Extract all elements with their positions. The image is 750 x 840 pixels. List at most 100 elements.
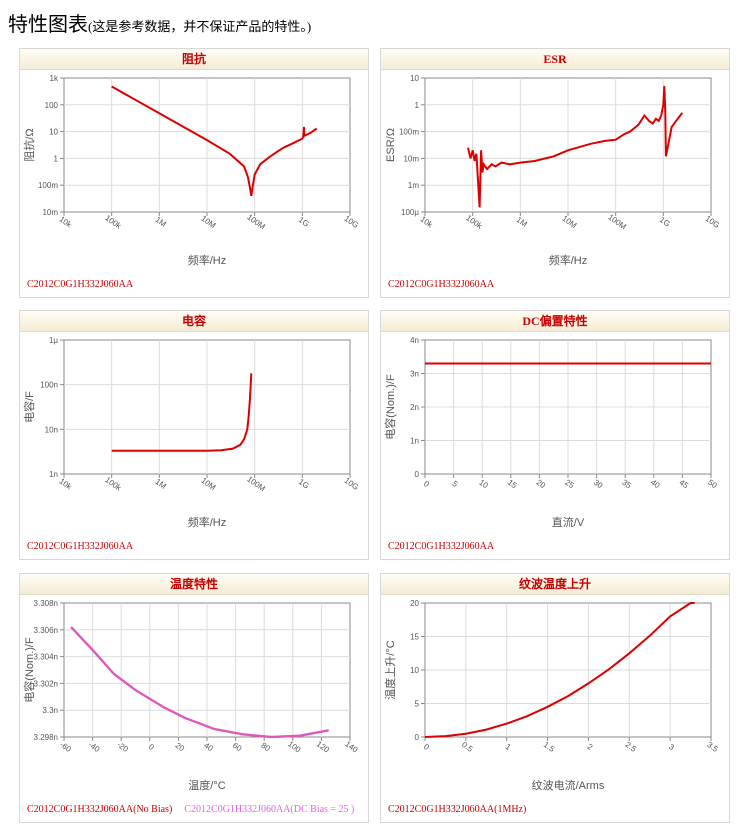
- series-line: [111, 85, 318, 197]
- panel-header: 阻抗: [20, 49, 368, 70]
- y-axis-label: 阻抗/Ω: [22, 128, 36, 161]
- x-axis-label: 直流/V: [552, 515, 585, 529]
- y-tick-label: 10n: [45, 425, 58, 434]
- x-tick-label: 35: [620, 478, 633, 491]
- page-title-text: 特性图表: [8, 14, 88, 36]
- panel-header: ESR: [381, 49, 729, 70]
- x-tick-label: 20: [174, 741, 187, 754]
- x-tick-label: 2: [585, 742, 594, 752]
- x-tick-label: 0: [422, 479, 431, 489]
- y-axis-label: 电容(Nom.)/F: [383, 374, 397, 440]
- x-tick-label: 45: [678, 478, 691, 491]
- x-tick-label: 1G: [297, 477, 311, 490]
- y-tick-label: 10m: [42, 208, 58, 217]
- series-line: [70, 626, 329, 739]
- x-tick-label: -20: [115, 740, 130, 754]
- x-tick-label: 20: [535, 478, 548, 491]
- y-tick-label: 10m: [403, 154, 419, 163]
- series-line: [111, 373, 253, 452]
- x-tick-label: 80: [259, 741, 272, 754]
- x-tick-label: 10k: [419, 215, 436, 230]
- series-group: [111, 85, 318, 197]
- caption-part-number: C2012C0G1H332J060AA(1MHz): [388, 804, 527, 815]
- caption-part-number: C2012C0G1H332J060AA: [388, 279, 495, 290]
- x-tick-label: 10M: [199, 476, 217, 492]
- caption-part-number: C2012C0G1H332J060AA: [388, 541, 495, 552]
- page-title: 特性图表(这是参考数据，并不保证产品的特性。): [8, 8, 311, 37]
- y-tick-label: 100m: [38, 181, 58, 190]
- panel-header: DC偏置特性: [381, 311, 729, 332]
- series-group: [70, 626, 329, 739]
- panel-caption: C2012C0G1H332J060AA: [388, 279, 494, 290]
- y-axis-label: 电容(Nom.)/F: [22, 637, 36, 703]
- y-tick-label: 100m: [399, 128, 419, 137]
- panel-capacitance: 电容 10k 100k 1M 10M 100M 1G 10G 1n 10n 100n 1μ 频率/Hz…: [19, 310, 369, 560]
- x-tick-label: 25: [563, 478, 576, 491]
- x-tick-label: 40: [202, 741, 215, 754]
- x-tick-label: 100k: [103, 213, 123, 231]
- capacitance-chart: 10k 100k 1M 10M 100M 1G 10G 1n 10n 100n 1μ 频率/Hz 电容/…: [22, 336, 360, 529]
- y-tick-label: 3.302n: [34, 679, 58, 688]
- x-axis-label: 纹波电流/Arms: [532, 778, 605, 792]
- esr-chart: 10k 100k 1M 10M 100M 1G 10G 100μ 1m 10m 100m 1 10 频率/…: [385, 74, 722, 267]
- y-tick-label: 3.298n: [34, 733, 58, 742]
- series-group: [467, 86, 684, 208]
- y-tick-label: 3.308n: [34, 599, 58, 608]
- y-tick-label: 1k: [50, 74, 59, 83]
- y-tick-label: 10: [410, 74, 419, 83]
- panel-esr: ESR 10k 100k 1M 10M 100M 1G 10G 100μ 1m 10m 100m 1 1…: [380, 48, 730, 298]
- x-tick-label: 10G: [704, 214, 722, 230]
- y-tick-label: 100μ: [401, 208, 419, 217]
- series-line: [424, 602, 695, 738]
- caption-part-number: C2012C0G1H332J060AA: [27, 541, 134, 552]
- x-tick-label: 10k: [58, 215, 75, 230]
- x-tick-label: 100M: [245, 475, 267, 494]
- x-tick-label: 30: [592, 478, 605, 491]
- panel-dc-bias: DC偏置特性 0 5 10 15 20 25 30 35 40 45 50 0 1n 2n 3n 4n 直流/V…: [380, 310, 730, 560]
- x-tick-label: 100k: [103, 475, 123, 493]
- panel-temperature: 温度特性 -60 -40 -20 0 20 40 60 80 100 120 140 3.298n 3.…: [19, 573, 369, 823]
- y-tick-label: 100n: [40, 381, 58, 390]
- y-tick-label: 0: [415, 470, 420, 479]
- y-tick-label: 10: [410, 666, 419, 675]
- x-tick-label: 0: [147, 742, 156, 752]
- impedance-chart: 10k 100k 1M 10M 100M 1G 10G 10m 100m 1 10 100 1k 频率/H…: [22, 74, 360, 267]
- x-tick-label: 100: [286, 739, 303, 754]
- y-tick-label: 0: [415, 733, 420, 742]
- x-tick-label: 10k: [58, 477, 75, 492]
- y-tick-label: 3.304n: [34, 653, 58, 662]
- x-axis-label: 温度/°C: [188, 778, 225, 792]
- y-tick-label: 100: [45, 101, 59, 110]
- y-tick-label: 3n: [410, 370, 419, 379]
- series-group: [111, 373, 253, 452]
- y-axis-label: 电容/F: [22, 391, 36, 423]
- y-tick-label: 15: [410, 633, 419, 642]
- y-tick-label: 1μ: [49, 336, 58, 345]
- x-tick-label: 100k: [464, 213, 484, 231]
- page-title-note: (这是参考数据，并不保证产品的特性。): [88, 19, 312, 34]
- panel-header: 纹波温度上升: [381, 574, 729, 595]
- x-tick-label: 120: [315, 739, 332, 754]
- x-tick-label: 1M: [154, 215, 169, 229]
- y-tick-label: 1: [54, 154, 59, 163]
- dc-bias-chart: 0 5 10 15 20 25 30 35 40 45 50 0 1n 2n 3n 4n 直流/V 电容(Nom.…: [383, 336, 719, 529]
- panel-caption: C2012C0G1H332J060AA: [27, 541, 133, 552]
- x-tick-label: 10M: [560, 214, 578, 230]
- x-tick-label: 5: [451, 479, 460, 489]
- caption-part-number: C2012C0G1H332J060AA: [27, 279, 134, 290]
- x-axis-label: 频率/Hz: [188, 253, 227, 267]
- series-group: [424, 602, 695, 738]
- x-tick-label: 3.5: [705, 740, 720, 754]
- x-axis-label: 频率/Hz: [188, 515, 227, 529]
- y-axis-label: ESR/Ω: [385, 128, 397, 162]
- x-tick-label: 1.5: [542, 740, 557, 754]
- x-tick-label: 40: [649, 478, 662, 491]
- x-tick-label: -40: [87, 740, 102, 754]
- y-tick-label: 3.3n: [42, 706, 58, 715]
- ripple-chart: 0 0.5 1 1.5 2 2.5 3 3.5 0 5 10 15 20 纹波电流/Arms 温度上升/°C: [383, 599, 720, 792]
- y-axis-label: 温度上升/°C: [383, 640, 397, 699]
- x-tick-label: 60: [231, 741, 244, 754]
- panel-caption: C2012C0G1H332J060AA(1MHz): [388, 804, 526, 815]
- panel-ripple: 纹波温度上升 0 0.5 1 1.5 2 2.5 3 3.5 0 5 10 15 20 纹波电流/Arms…: [380, 573, 730, 823]
- caption-no-bias: C2012C0G1H332J060AA(No Bias): [27, 804, 173, 815]
